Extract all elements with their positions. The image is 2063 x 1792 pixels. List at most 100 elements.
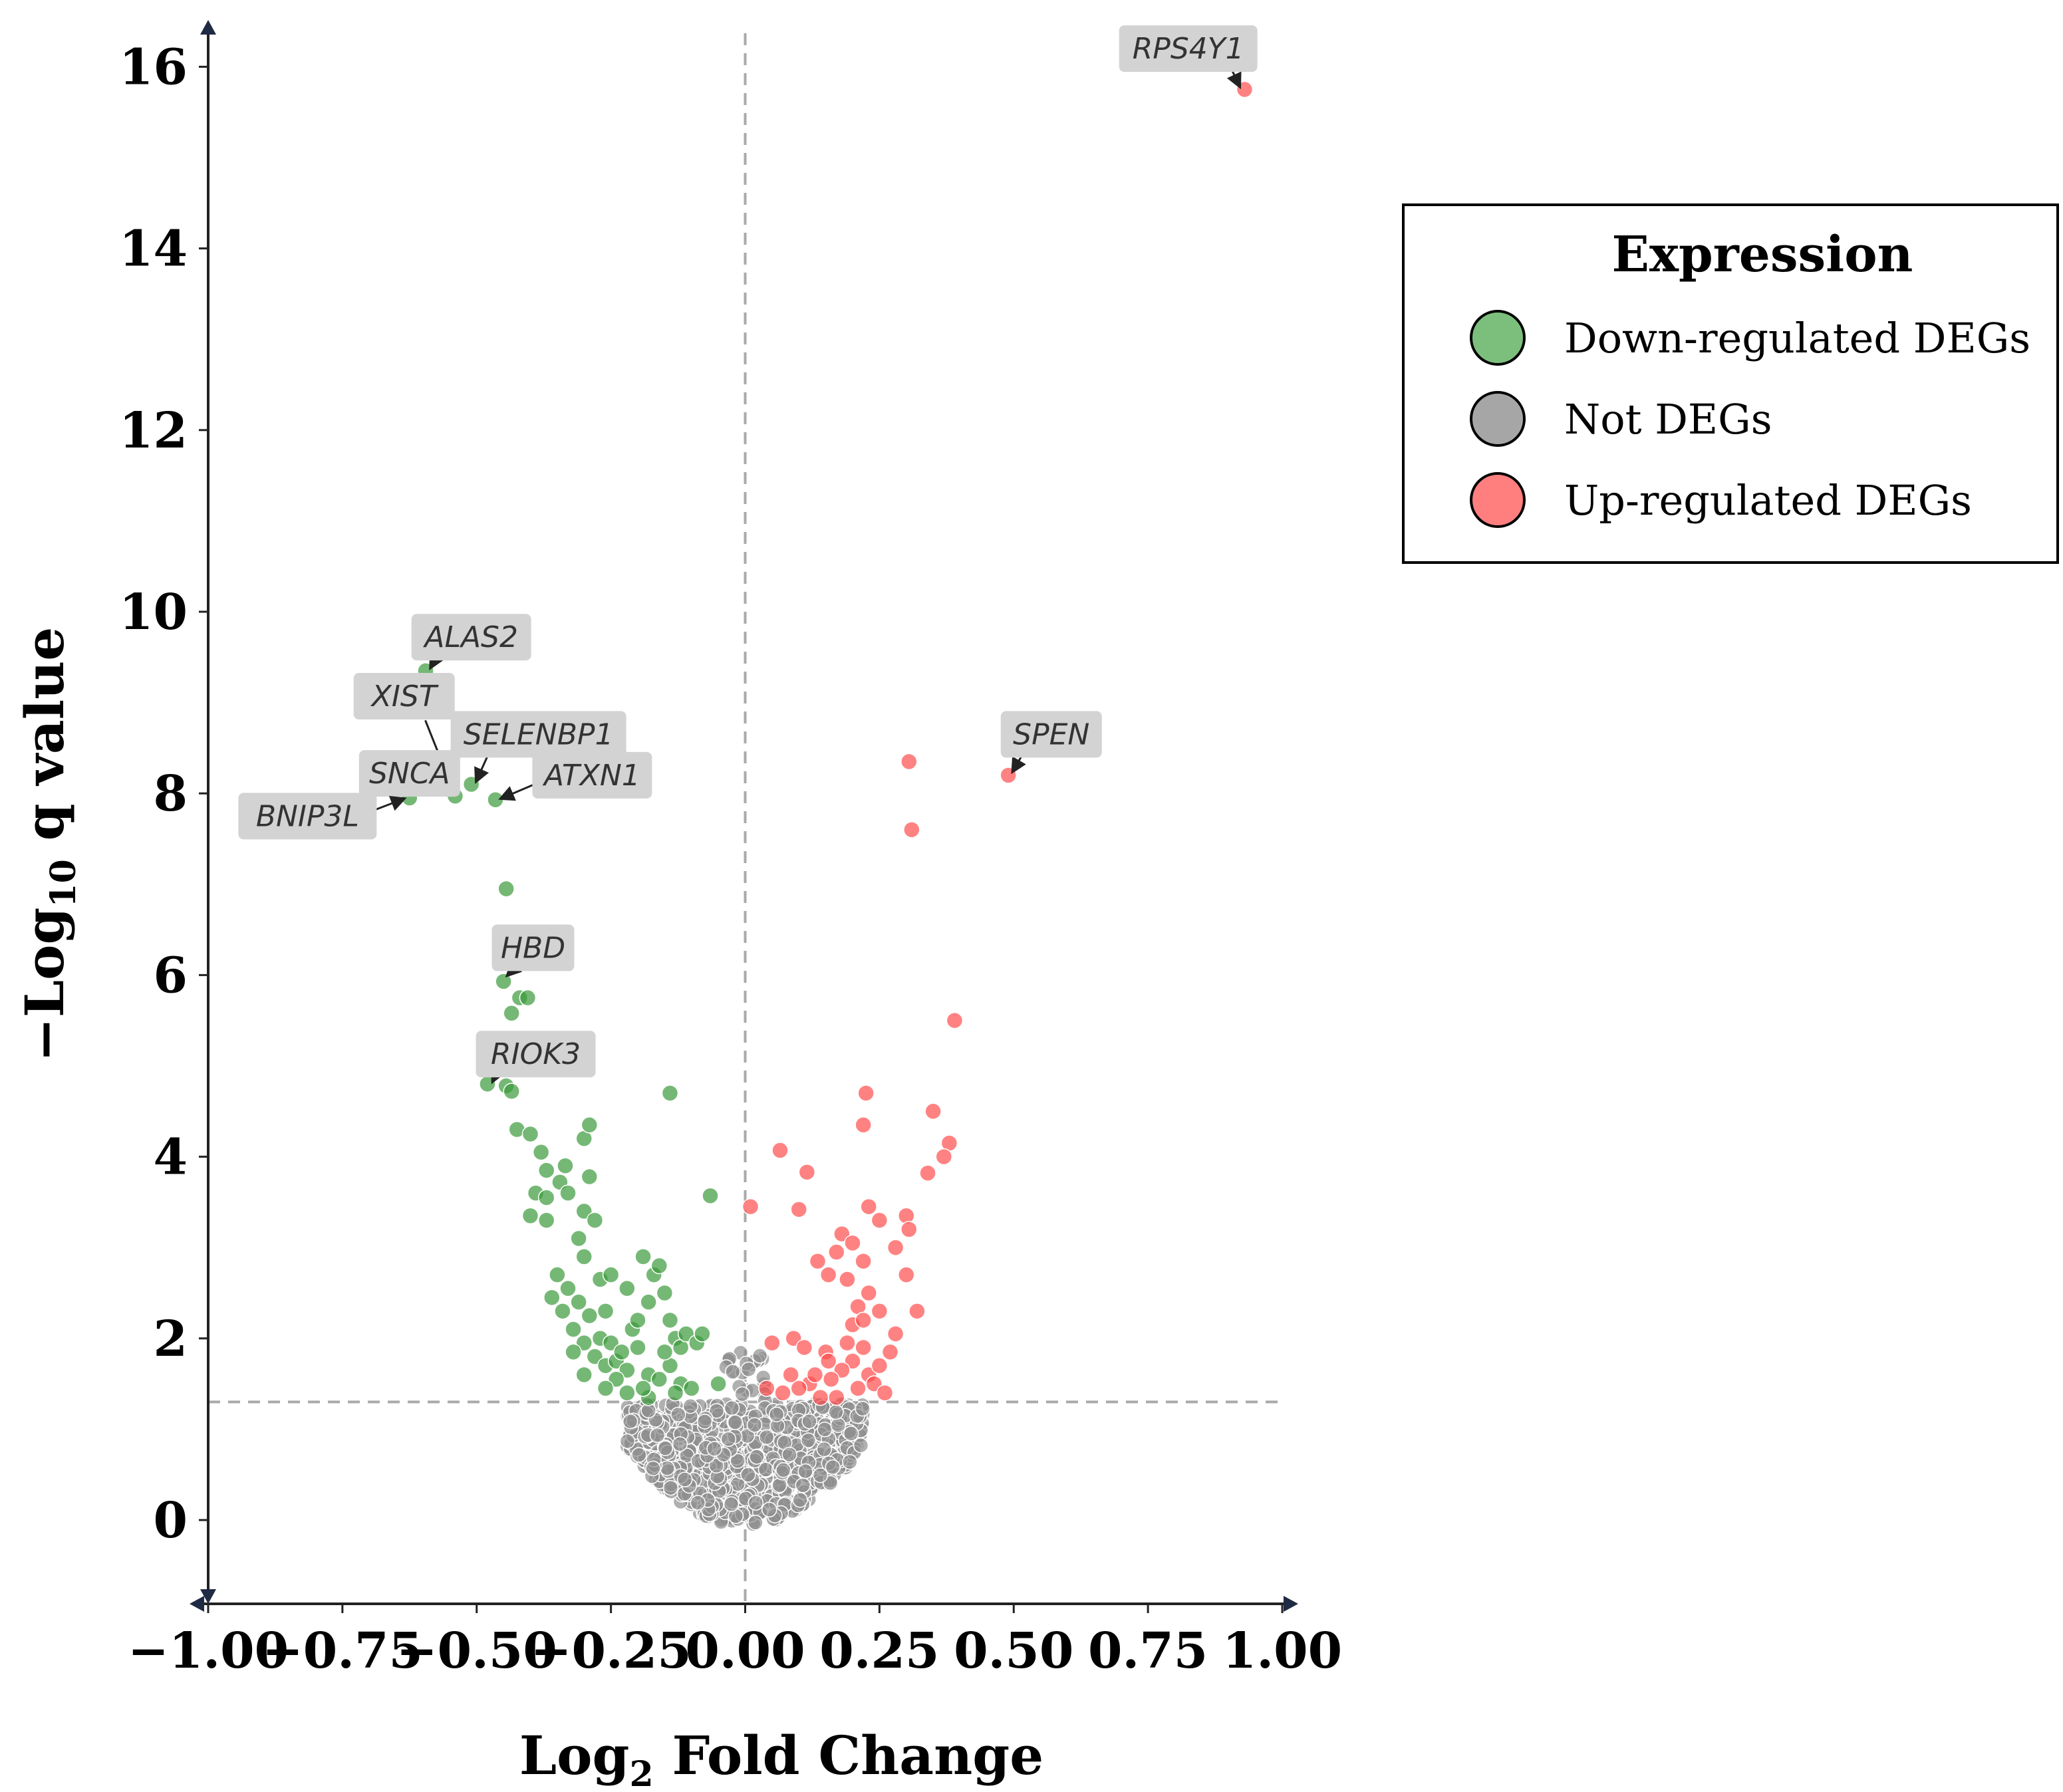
- y-tick-label: 14: [119, 221, 188, 278]
- data-point-down: [661, 1311, 679, 1329]
- data-point-not-deg: [657, 1440, 674, 1456]
- data-point-up: [881, 1343, 899, 1361]
- data-point-not-deg: [830, 1417, 847, 1433]
- data-point-down: [543, 1289, 561, 1307]
- x-axis-title: Log2 Fold Change: [519, 1724, 1043, 1792]
- data-point-down: [634, 1248, 652, 1265]
- y-tick-label: 10: [119, 584, 188, 641]
- data-point-up: [935, 1148, 953, 1166]
- data-point-down: [581, 1307, 599, 1325]
- data-point-not-deg: [662, 1479, 679, 1496]
- data-point-up: [855, 1339, 872, 1356]
- data-point-up: [809, 1252, 827, 1270]
- legend-marker-not: [1470, 391, 1526, 447]
- x-tick-label: −0.50: [396, 1622, 557, 1680]
- data-point-up: [763, 1334, 781, 1352]
- data-point-not-deg: [708, 1403, 725, 1419]
- data-point-up: [887, 1239, 904, 1256]
- data-point-up: [828, 1243, 845, 1261]
- data-point-not-deg: [853, 1437, 869, 1454]
- data-point-down: [495, 973, 512, 990]
- annotation-box: [450, 711, 626, 758]
- data-point-up: [900, 1221, 918, 1238]
- data-point-up: [806, 1366, 824, 1384]
- data-point-down: [597, 1303, 615, 1320]
- data-point-down: [532, 1144, 550, 1161]
- data-point-up: [782, 1366, 799, 1384]
- gene-label: HBD: [501, 931, 565, 965]
- data-point-not-deg: [696, 1414, 713, 1430]
- gene-label: RPS4Y1: [1133, 32, 1244, 66]
- data-point-up: [908, 1303, 926, 1320]
- data-point-up: [742, 1198, 759, 1216]
- data-point-down: [554, 1303, 571, 1320]
- data-point-up: [795, 1339, 813, 1356]
- data-point-up: [855, 1252, 872, 1270]
- y-axis-bottom-arrow-icon: [200, 1589, 216, 1604]
- gene-label: SNCA: [369, 757, 450, 791]
- data-point-not-deg: [645, 1460, 661, 1477]
- y-tick-label: 6: [154, 947, 188, 1004]
- data-point-up: [900, 753, 918, 771]
- data-point-up: [855, 1116, 872, 1134]
- data-point-not-deg: [622, 1413, 638, 1430]
- y-tick-label: 16: [119, 39, 188, 96]
- data-point-not-deg: [690, 1495, 706, 1511]
- gene-label: SELENBP1: [464, 717, 614, 751]
- data-point-not-deg: [740, 1467, 756, 1483]
- gene-label: ALAS2: [422, 620, 518, 654]
- data-point-up: [946, 1011, 964, 1029]
- x-tick-label: 0.75: [1088, 1622, 1208, 1680]
- data-point-not-deg: [649, 1427, 666, 1444]
- annotation-box: [476, 1031, 596, 1078]
- gene-label: RIOK3: [491, 1037, 581, 1071]
- data-point-not-deg: [775, 1462, 791, 1478]
- annotation-box: [358, 750, 460, 797]
- data-point-down: [634, 1380, 652, 1397]
- y-axis-arrow-icon: [200, 20, 216, 35]
- data-point-down: [537, 1212, 555, 1229]
- data-point-not-deg: [706, 1441, 722, 1457]
- data-point-not-deg: [812, 1467, 829, 1483]
- data-point-down: [519, 989, 537, 1007]
- data-point-not-deg: [730, 1453, 746, 1469]
- data-point-up: [839, 1271, 856, 1288]
- data-point-down: [640, 1293, 657, 1311]
- data-point-down: [503, 1083, 520, 1100]
- data-point-down: [694, 1325, 711, 1343]
- data-point-not-deg: [816, 1441, 832, 1458]
- data-point-not-deg: [761, 1501, 777, 1518]
- annotation-box: [491, 924, 575, 971]
- data-point-up: [819, 1266, 837, 1283]
- data-point-down: [710, 1375, 727, 1392]
- data-point-down: [656, 1284, 674, 1302]
- data-point-up: [758, 1380, 775, 1397]
- data-point-not-deg: [749, 1449, 765, 1465]
- y-tick-label: 12: [119, 402, 188, 459]
- data-point-down: [565, 1321, 582, 1338]
- data-point-not-deg: [817, 1422, 833, 1438]
- data-point-not-deg: [758, 1429, 775, 1446]
- data-point-not-deg: [631, 1447, 647, 1463]
- x-axis-left-arrow-icon: [190, 1596, 204, 1612]
- data-point-not-deg: [723, 1496, 740, 1512]
- x-tick-label: 0.25: [819, 1622, 939, 1680]
- data-point-down: [537, 1162, 555, 1179]
- data-point-not-deg: [825, 1459, 841, 1475]
- gene-label: ATXN1: [542, 759, 640, 793]
- data-point-up: [828, 1388, 845, 1406]
- y-tick-label: 8: [154, 765, 188, 823]
- data-point-down: [629, 1311, 646, 1329]
- deg-points: [401, 80, 1254, 1406]
- data-point-down: [666, 1384, 684, 1402]
- annotation-box: [353, 673, 455, 720]
- data-point-not-deg: [855, 1400, 871, 1417]
- data-point-down: [619, 1384, 636, 1402]
- data-point-not-deg: [672, 1436, 688, 1452]
- data-point-not-deg: [792, 1491, 808, 1508]
- data-point-not-deg: [800, 1432, 817, 1448]
- data-point-down: [570, 1293, 587, 1311]
- data-point-not-deg: [752, 1348, 768, 1364]
- data-point-up: [839, 1334, 856, 1352]
- annotation-box: [238, 793, 377, 840]
